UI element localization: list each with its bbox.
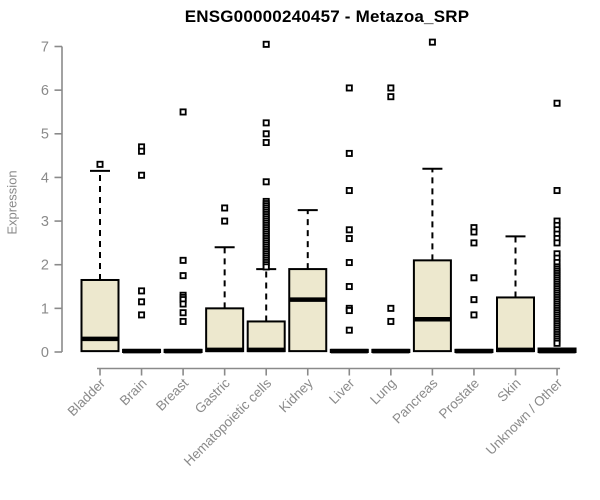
x-tick-label: Lung: [367, 376, 399, 408]
box-rect: [246, 320, 286, 353]
outlier-point: [345, 283, 353, 291]
outlier-point: [345, 259, 353, 267]
x-tick-label: Bladder: [65, 375, 109, 419]
y-axis: 0 1 2 3 4 5 6 7: [41, 39, 63, 361]
outlier-point: [387, 84, 395, 92]
outlier-point: [387, 93, 395, 101]
outlier-point: [221, 204, 229, 212]
box-group-pancreas: [412, 38, 452, 353]
box-group-kidney: [288, 209, 328, 353]
outlier-point: [138, 298, 146, 306]
x-tick-label: Unknown / Other: [483, 375, 566, 458]
outlier-point: [553, 99, 561, 107]
box-group-bladder: [80, 160, 120, 353]
outlier-point: [138, 171, 146, 179]
outlier-point: [345, 149, 353, 157]
outlier-point: [179, 300, 187, 308]
x-tick-label: Skin: [494, 376, 523, 405]
outlier-point: [553, 187, 561, 195]
y-tick-label: 4: [41, 170, 49, 186]
outlier-point: [553, 339, 561, 347]
x-tick-label: Liver: [326, 375, 358, 407]
outlier-point: [179, 256, 187, 264]
outlier-point: [179, 317, 187, 325]
outlier-point: [179, 108, 187, 116]
outlier-point: [553, 239, 561, 247]
outlier-point: [138, 287, 146, 295]
box-group-prostate: [454, 224, 494, 354]
y-tick-label: 1: [41, 301, 49, 317]
outlier-point: [262, 119, 270, 127]
box-group-breast: [163, 108, 203, 354]
outlier-point: [428, 38, 436, 46]
outlier-point: [96, 160, 104, 168]
outlier-point: [345, 226, 353, 234]
y-tick-label: 7: [41, 39, 49, 55]
outlier-point: [387, 304, 395, 312]
box-group-liver: [329, 84, 369, 354]
outlier-point: [470, 311, 478, 319]
box-rect: [205, 307, 245, 353]
outlier-point: [387, 317, 395, 325]
box-group-brain: [122, 143, 162, 354]
x-tick-label: Brain: [117, 376, 150, 409]
y-tick-label: 3: [41, 214, 49, 230]
box-group-unknown-other: [537, 99, 577, 354]
outlier-point: [138, 147, 146, 155]
outlier-point: [470, 239, 478, 247]
outlier-point: [470, 228, 478, 236]
y-tick-label: 0: [41, 345, 49, 361]
x-tick-label: Breast: [153, 375, 191, 413]
box-group-gastric: [205, 204, 245, 353]
box-rect: [496, 296, 535, 353]
box-group-hematopoietic-cells: [246, 40, 286, 353]
outlier-point: [262, 139, 270, 147]
box-rect: [288, 268, 328, 353]
box-rect: [412, 259, 452, 353]
outlier-point: [262, 178, 270, 186]
outlier-point: [345, 84, 353, 92]
outlier-point: [262, 263, 270, 271]
x-tick-label: Kidney: [276, 375, 316, 415]
outlier-point: [179, 272, 187, 280]
y-tick-label: 2: [41, 258, 49, 274]
x-tick-label: Gastric: [192, 375, 233, 416]
box-group-skin: [496, 235, 535, 353]
outlier-point: [138, 311, 146, 319]
outlier-point: [345, 307, 353, 315]
x-tick-label: Pancreas: [390, 375, 441, 426]
box-group-lung: [371, 84, 411, 354]
outlier-point: [345, 235, 353, 243]
outlier-point: [470, 274, 478, 282]
y-tick-label: 5: [41, 127, 49, 143]
outlier-point: [179, 309, 187, 317]
outlier-point: [262, 130, 270, 138]
y-tick-label: 6: [41, 83, 49, 99]
outlier-point: [470, 296, 478, 304]
chart-title: ENSG00000240457 - Metazoa_SRP: [184, 7, 470, 26]
x-tick-label: Prostate: [436, 376, 482, 422]
outlier-point: [345, 326, 353, 334]
outlier-point: [221, 217, 229, 225]
outlier-point: [345, 187, 353, 195]
outlier-point: [262, 40, 270, 48]
